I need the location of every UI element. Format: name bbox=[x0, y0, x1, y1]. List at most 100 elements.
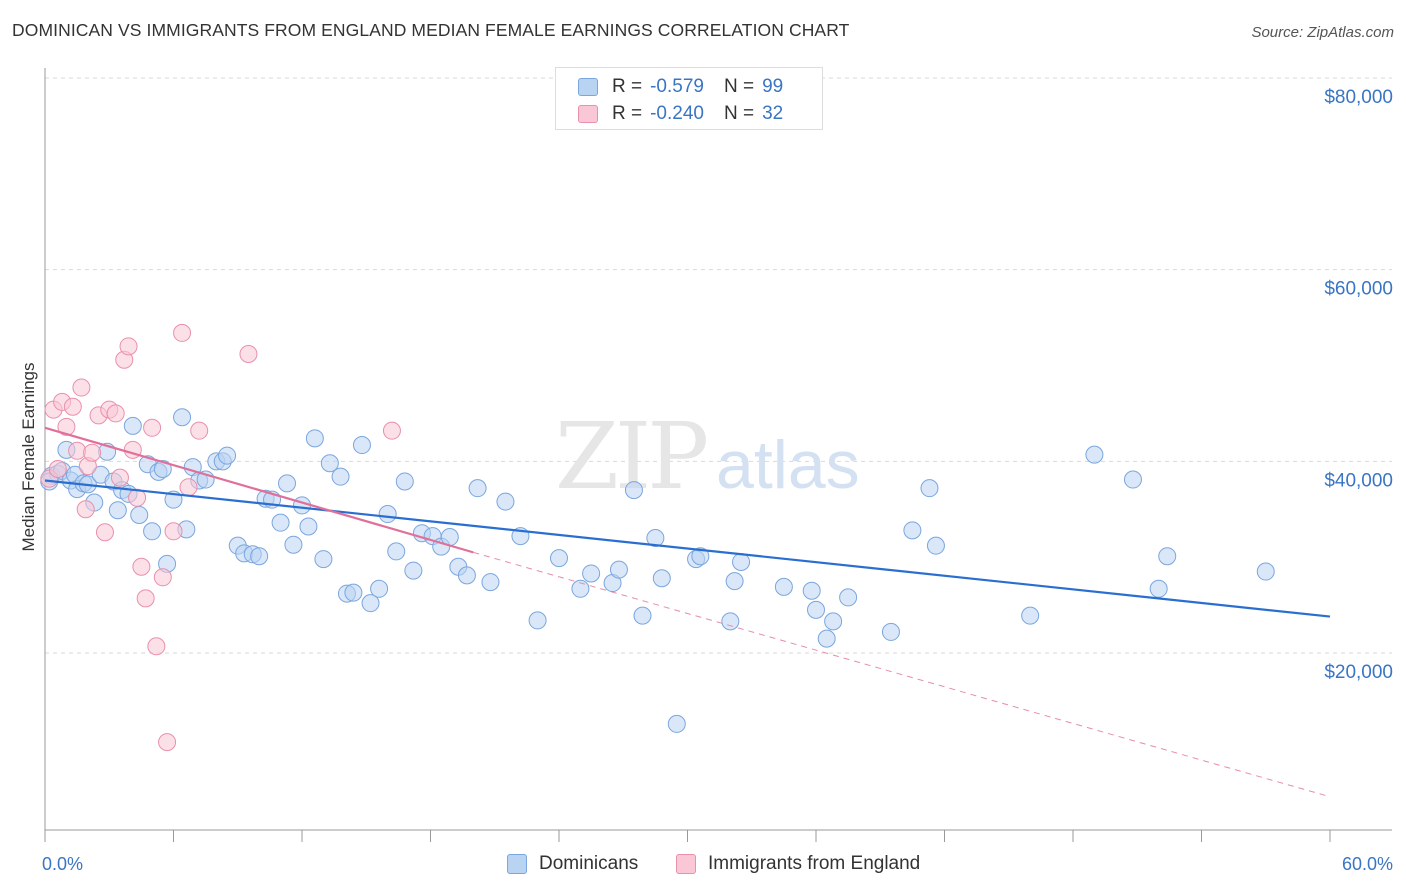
legend-n-value: 99 bbox=[762, 76, 784, 97]
dominican-point bbox=[824, 612, 843, 631]
dominican-point bbox=[1158, 547, 1177, 566]
dominican-point bbox=[528, 611, 547, 630]
england-trend-extension bbox=[473, 551, 1331, 798]
y-tick-label: $40,000 bbox=[1324, 470, 1393, 491]
england-point bbox=[68, 441, 87, 460]
dominican-point bbox=[130, 506, 149, 524]
dominican-point bbox=[123, 416, 142, 435]
bottom-legend-label: Dominicans bbox=[539, 853, 639, 874]
dominican-point bbox=[218, 446, 237, 465]
dominican-point bbox=[378, 505, 397, 524]
x-tick-label-min: 0.0% bbox=[42, 854, 83, 874]
y-tick-label: $60,000 bbox=[1324, 279, 1393, 300]
dominican-point bbox=[1149, 579, 1168, 598]
legend-n-value: 32 bbox=[762, 103, 784, 124]
dominican-point bbox=[108, 501, 127, 520]
dominican-point bbox=[496, 492, 515, 511]
dominican-point bbox=[370, 579, 389, 598]
legend-r-value: -0.579 bbox=[650, 76, 704, 97]
dominican-point bbox=[903, 521, 922, 540]
dominican-point bbox=[721, 612, 740, 631]
dominican-point bbox=[468, 479, 487, 498]
dominican-point bbox=[361, 594, 380, 613]
watermark-atlas: atlas bbox=[716, 427, 860, 503]
series-england-points bbox=[40, 323, 401, 752]
england-point bbox=[57, 417, 76, 436]
dominican-point bbox=[732, 552, 751, 571]
dominican-point bbox=[395, 472, 414, 491]
legend-row-england: R = -0.240 N = 32 bbox=[578, 101, 783, 127]
dominican-point bbox=[807, 600, 825, 619]
dominican-point bbox=[633, 606, 652, 625]
x-tick-labels: 0.0% 60.0% bbox=[42, 854, 1393, 874]
dominican-point bbox=[344, 583, 363, 602]
dominican-point bbox=[817, 629, 836, 648]
dominican-point bbox=[881, 622, 900, 641]
dominican-point bbox=[550, 549, 568, 568]
england-point bbox=[48, 460, 67, 478]
england-point bbox=[83, 443, 102, 462]
england-point bbox=[147, 637, 166, 656]
legend-row-dominicans: R = -0.579 N = 99 bbox=[578, 74, 783, 100]
england-point bbox=[143, 418, 162, 437]
dominican-point bbox=[331, 467, 350, 486]
dominican-trend-line bbox=[44, 479, 1331, 618]
grid-lines bbox=[45, 77, 1392, 654]
england-point bbox=[239, 345, 258, 363]
england-point bbox=[382, 421, 401, 440]
england-point bbox=[106, 404, 125, 423]
legend-swatch-blue bbox=[578, 78, 598, 96]
source-label: Source: ZipAtlas.com bbox=[1251, 24, 1394, 41]
england-point bbox=[119, 337, 138, 356]
england-point bbox=[136, 589, 155, 608]
dominican-point bbox=[624, 481, 643, 500]
bottom-legend-swatch-blue bbox=[507, 854, 527, 874]
dominican-point bbox=[1123, 470, 1142, 489]
bottom-legend-dominicans: Dominicans bbox=[507, 851, 638, 877]
england-point bbox=[158, 733, 177, 752]
dominican-point bbox=[481, 573, 500, 592]
y-tick-label: $20,000 bbox=[1324, 662, 1393, 683]
england-point bbox=[164, 522, 183, 541]
dominican-point bbox=[173, 408, 192, 427]
legend-r-value: -0.240 bbox=[650, 103, 704, 124]
england-point bbox=[95, 523, 114, 542]
dominican-point bbox=[1256, 562, 1275, 581]
dominican-point bbox=[271, 513, 290, 532]
dominican-point bbox=[352, 436, 371, 455]
watermark: ZIP atlas bbox=[555, 403, 860, 510]
bottom-legend-swatch-pink bbox=[676, 854, 696, 874]
dominican-point bbox=[320, 454, 339, 473]
legend-swatch-pink bbox=[578, 105, 598, 123]
england-point bbox=[179, 478, 198, 497]
dominican-point bbox=[305, 429, 324, 448]
dominican-point bbox=[278, 474, 297, 493]
dominican-point bbox=[387, 542, 406, 561]
england-point bbox=[76, 500, 95, 519]
series-dominicans-points bbox=[40, 408, 1275, 733]
bottom-legend-label: Immigrants from England bbox=[708, 853, 921, 874]
dominican-point bbox=[404, 561, 423, 580]
dominican-point bbox=[1085, 445, 1104, 464]
dominican-point bbox=[457, 566, 476, 585]
y-tick-label: $80,000 bbox=[1324, 87, 1393, 108]
legend-n-label: N = bbox=[723, 103, 755, 124]
dominican-point bbox=[691, 547, 710, 566]
bottom-legend-england: Immigrants from England bbox=[676, 851, 920, 877]
axes bbox=[44, 68, 1392, 842]
dominican-point bbox=[250, 547, 269, 566]
dominican-point bbox=[725, 572, 744, 591]
dominican-point bbox=[299, 517, 318, 536]
dominican-point bbox=[143, 522, 162, 541]
dominican-point bbox=[774, 577, 793, 596]
correlation-legend: R = -0.579 N = 99 R = -0.240 N = 32 bbox=[555, 67, 823, 130]
legend-n-label: N = bbox=[723, 76, 755, 97]
dominican-point bbox=[802, 581, 821, 600]
england-point bbox=[63, 397, 82, 416]
legend-r-label: R = bbox=[612, 103, 643, 124]
england-point bbox=[153, 568, 172, 587]
england-point bbox=[132, 557, 151, 576]
dominican-point bbox=[667, 714, 686, 733]
england-point bbox=[110, 468, 129, 487]
